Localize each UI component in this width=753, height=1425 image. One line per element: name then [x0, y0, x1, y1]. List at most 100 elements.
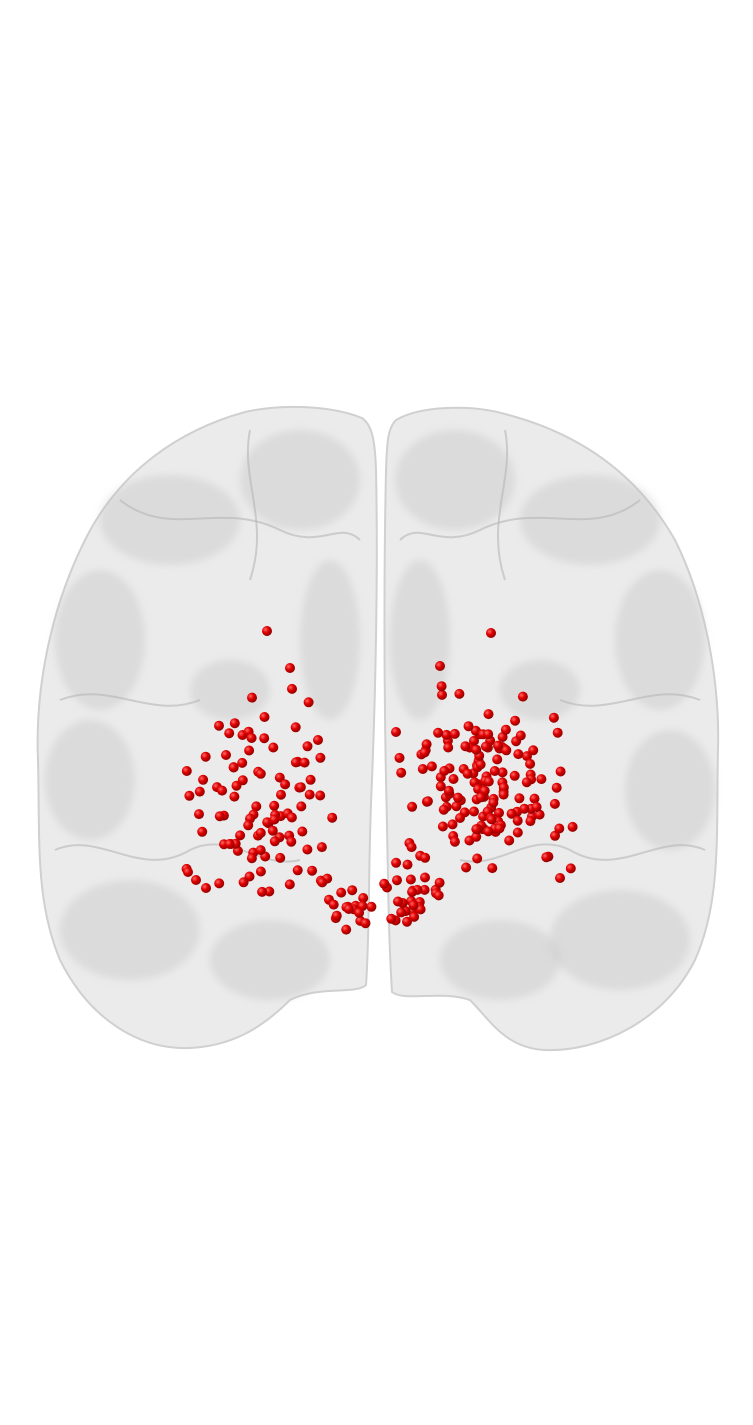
electrode [259, 712, 270, 722]
electrode [514, 793, 525, 804]
electrode [244, 745, 255, 756]
electrode [455, 813, 465, 823]
electrode [217, 785, 228, 796]
electrode [501, 745, 512, 756]
electrode [341, 924, 352, 935]
electrode [360, 918, 371, 929]
right-hemisphere [383, 406, 720, 1052]
electrode [228, 762, 239, 773]
electrode [275, 852, 286, 863]
electrode [292, 865, 303, 876]
electrode [435, 661, 445, 671]
electrode [392, 875, 402, 886]
electrode [407, 801, 418, 812]
electrode [529, 793, 540, 804]
left-hemisphere [36, 405, 378, 1050]
electrode [441, 729, 452, 740]
electrode [551, 782, 562, 793]
electrode [550, 830, 560, 841]
electrode [366, 901, 377, 912]
electrode [259, 733, 270, 744]
electrode [393, 896, 403, 907]
electrode [521, 777, 532, 788]
electrode [552, 727, 563, 738]
electrode [528, 745, 539, 756]
electrode [435, 781, 446, 792]
electrode [463, 721, 474, 732]
electrode [181, 766, 192, 776]
electrode [262, 626, 272, 636]
electrode [525, 816, 536, 827]
electrode [504, 835, 515, 846]
electrode [422, 796, 433, 807]
electrode [235, 830, 246, 841]
electrode [224, 839, 235, 849]
electrode [433, 890, 444, 901]
electrode [229, 718, 240, 729]
electrode [534, 809, 545, 820]
electrode [285, 663, 295, 673]
electrode [257, 886, 268, 897]
electrode [194, 786, 205, 797]
electrode [238, 877, 249, 888]
electrode [255, 866, 266, 877]
electrode [489, 766, 500, 776]
electrode [200, 751, 211, 762]
electrode [449, 728, 460, 739]
electrode [304, 789, 315, 800]
electrode [437, 821, 448, 832]
electrode [497, 767, 508, 778]
electrode [269, 836, 280, 847]
electrode [391, 857, 402, 868]
electrode [286, 812, 297, 823]
electrode [419, 747, 430, 758]
electrode [472, 853, 483, 864]
electrode [299, 757, 310, 768]
electrode [317, 877, 328, 888]
electrode [449, 836, 460, 847]
electrode [437, 689, 447, 700]
electrode [408, 900, 419, 911]
electrode [541, 852, 552, 863]
electrode [500, 724, 511, 735]
electrode [183, 867, 193, 877]
electrode [517, 691, 528, 702]
electrode [494, 807, 504, 818]
electrode [462, 768, 473, 779]
electrode [483, 729, 494, 740]
electrode [316, 842, 327, 853]
electrode [269, 814, 280, 825]
electrode [255, 768, 266, 779]
electrode [280, 779, 291, 790]
electrode [194, 809, 204, 820]
electrode [327, 812, 338, 823]
electrode [246, 853, 257, 864]
electrode [486, 814, 497, 825]
electrode [303, 697, 314, 708]
electrode [255, 827, 266, 838]
electrode [287, 683, 297, 694]
electrode [471, 831, 482, 842]
electrode [302, 741, 313, 752]
electrode [214, 878, 225, 889]
electrode [268, 742, 279, 753]
electrode [358, 893, 369, 903]
electrode [555, 766, 566, 777]
electrode [290, 722, 301, 733]
electrode [451, 801, 462, 812]
electrode [510, 715, 521, 726]
electrode [343, 904, 354, 914]
electrode [286, 836, 297, 847]
electrode [237, 757, 248, 768]
electrode [480, 741, 491, 752]
electrode [443, 742, 454, 753]
electrode [315, 752, 326, 763]
electrode [305, 774, 316, 785]
electrode [448, 774, 459, 784]
electrode-dots [181, 626, 578, 935]
electrode [331, 910, 342, 921]
electrode [513, 749, 524, 760]
electrode [307, 865, 318, 876]
electrode [531, 802, 542, 812]
